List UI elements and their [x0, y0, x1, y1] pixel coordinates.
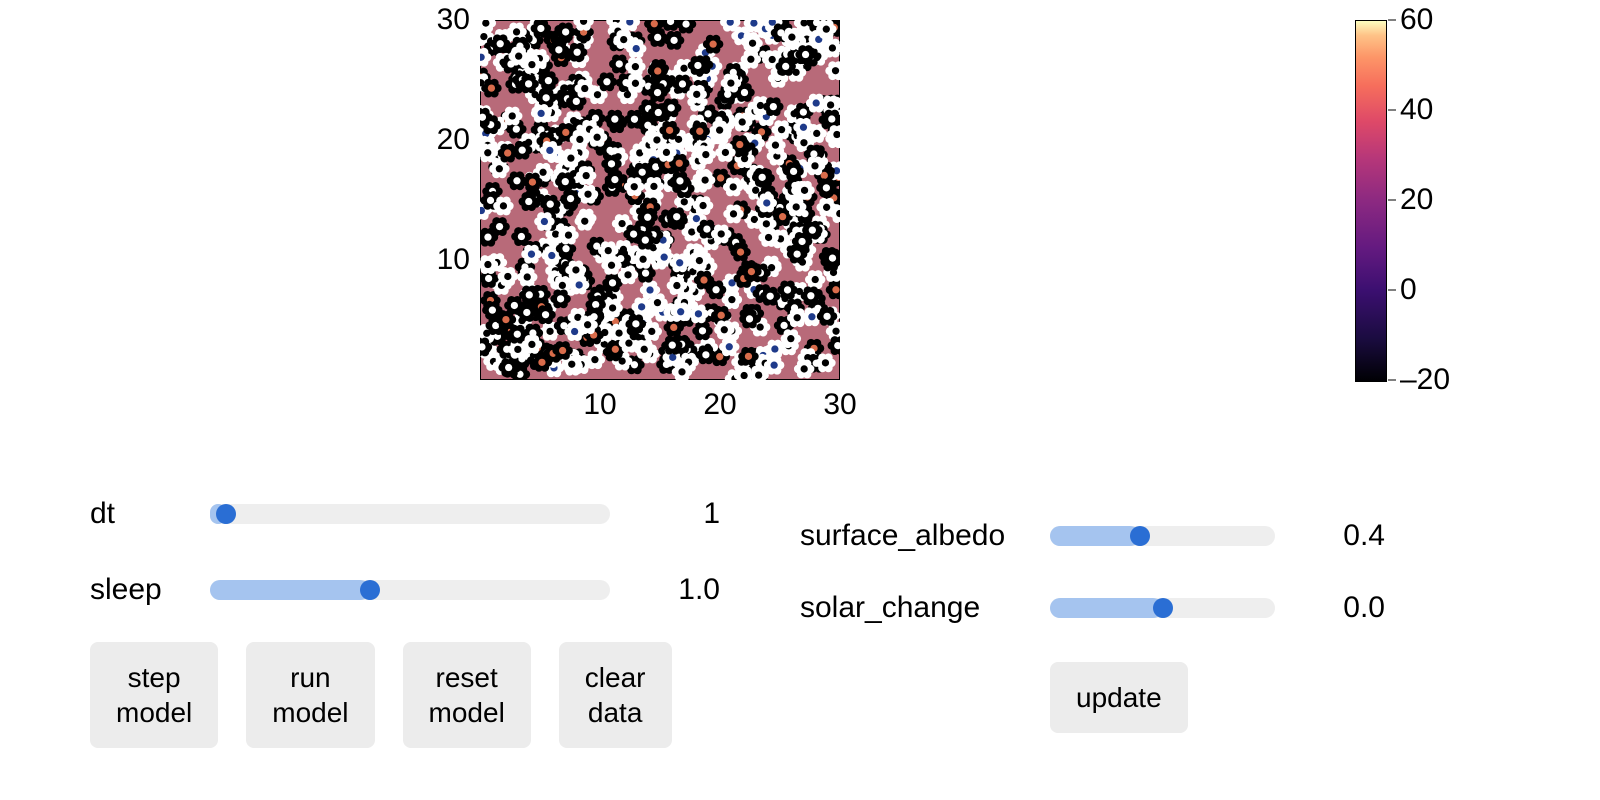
- slider-surface_albedo-label: surface_albedo: [800, 519, 1050, 553]
- simulation-dashboard: 10 20 30 10 20 30 –20 0 20 40 60 dt 1 sleep 1.0 step…: [0, 0, 1600, 800]
- colorbar-tick-label: –20: [1400, 363, 1450, 397]
- controls-left: dt 1 sleep 1.0 step model run model reset mode…: [90, 490, 760, 748]
- slider-surface_albedo-thumb[interactable]: [1130, 526, 1150, 546]
- x-tick-label: 20: [703, 388, 736, 422]
- colorbar-tick-mark: [1388, 380, 1396, 381]
- slider-sleep-value: 1.0: [630, 573, 720, 607]
- update-button[interactable]: update: [1050, 662, 1188, 733]
- slider-dt-track[interactable]: [210, 504, 610, 524]
- x-tick-label: 30: [823, 388, 856, 422]
- slider-dt: dt 1: [90, 490, 760, 538]
- scatter-plot: 10 20 30 10 20 30: [480, 20, 880, 430]
- colorbar-tick-mark: [1388, 20, 1396, 21]
- slider-dt-label: dt: [90, 497, 210, 531]
- slider-surface_albedo-fill: [1050, 526, 1140, 546]
- y-axis-ticks: 102030: [410, 20, 470, 380]
- slider-surface_albedo-value: 0.4: [1295, 519, 1385, 553]
- slider-surface_albedo: surface_albedo 0.4: [800, 512, 1500, 560]
- x-tick-label: 10: [583, 388, 616, 422]
- y-tick-label: 30: [437, 3, 470, 37]
- slider-solar_change-track[interactable]: [1050, 598, 1275, 618]
- step-button[interactable]: step model: [90, 642, 218, 748]
- slider-sleep-label: sleep: [90, 573, 210, 607]
- colorbar-tick-label: 20: [1400, 183, 1433, 217]
- colorbar: [1355, 20, 1387, 382]
- reset-button[interactable]: reset model: [403, 642, 531, 748]
- slider-sleep: sleep 1.0: [90, 566, 760, 614]
- slider-dt-value: 1: [630, 497, 720, 531]
- button-row-left: step model run model reset model clear data: [90, 642, 760, 748]
- run-button[interactable]: run model: [246, 642, 374, 748]
- slider-sleep-track[interactable]: [210, 580, 610, 600]
- colorbar-tick-mark: [1388, 110, 1396, 111]
- colorbar-tick-mark: [1388, 200, 1396, 201]
- scatter-plot-svg: [480, 20, 840, 380]
- slider-solar_change-label: solar_change: [800, 591, 1050, 625]
- colorbar-tick-label: 60: [1400, 3, 1433, 37]
- colorbar-tick-label: 40: [1400, 93, 1433, 127]
- y-tick-label: 20: [437, 123, 470, 157]
- slider-solar_change-fill: [1050, 598, 1163, 618]
- slider-surface_albedo-track[interactable]: [1050, 526, 1275, 546]
- colorbar-tick-label: 0: [1400, 273, 1417, 307]
- controls-right: surface_albedo 0.4 solar_change 0.0 update: [800, 512, 1500, 733]
- clear-button[interactable]: clear data: [559, 642, 672, 748]
- slider-sleep-fill: [210, 580, 370, 600]
- slider-sleep-thumb[interactable]: [360, 580, 380, 600]
- x-axis-ticks: 10 20 30: [480, 388, 880, 428]
- y-tick-label: 10: [437, 243, 470, 277]
- slider-solar_change-value: 0.0: [1295, 591, 1385, 625]
- slider-solar_change-thumb[interactable]: [1153, 598, 1173, 618]
- button-row-right: update: [1050, 662, 1500, 733]
- slider-solar_change: solar_change 0.0: [800, 584, 1500, 632]
- slider-dt-thumb[interactable]: [216, 504, 236, 524]
- colorbar-tick-mark: [1388, 290, 1396, 291]
- colorbar-ticks: –200204060: [1388, 20, 1488, 380]
